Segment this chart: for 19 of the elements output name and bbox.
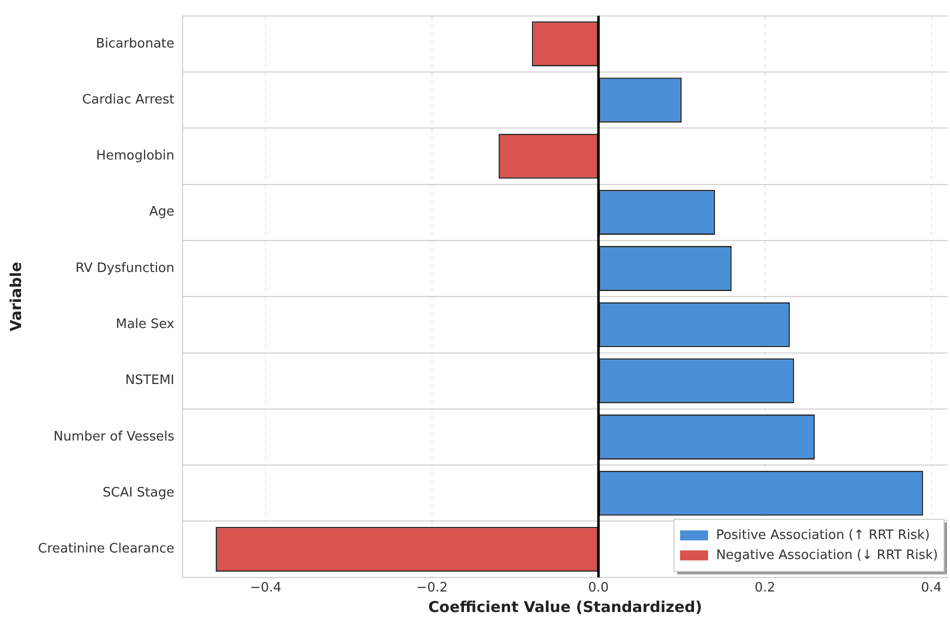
x-tick-label: −0.4 — [250, 580, 282, 596]
y-tick-label: Cardiac Arrest — [82, 92, 174, 108]
y-tick-label: Age — [149, 204, 174, 220]
y-tick-label: NSTEMI — [125, 373, 174, 388]
x-tick-label: 0.2 — [754, 580, 776, 596]
y-tick-label: Number of Vessels — [54, 429, 175, 444]
y-tick-label: RV Dysfunction — [75, 260, 174, 276]
x-tick-label: 0.0 — [588, 580, 609, 596]
x-tick-label: −0.2 — [416, 580, 448, 596]
x-axis-title: Coefficient Value (Standardized) — [428, 598, 702, 616]
legend-label: Positive Association (↑ RRT Risk) — [716, 528, 930, 543]
y-tick-label: Bicarbonate — [96, 36, 174, 52]
y-axis-title: Variable — [6, 262, 25, 332]
x-tick-label: 0.4 — [921, 580, 942, 596]
y-tick-label: Male Sex — [116, 317, 175, 332]
y-tick-label: SCAI Stage — [102, 486, 174, 501]
y-tick-label: Creatinine Clearance — [38, 542, 174, 557]
legend-label: Negative Association (↓ RRT Risk) — [716, 548, 938, 563]
y-tick-label: Hemoglobin — [96, 148, 174, 164]
